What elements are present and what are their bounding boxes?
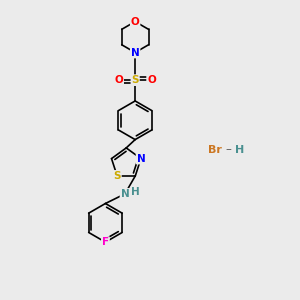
Text: O: O bbox=[147, 75, 156, 85]
Text: H: H bbox=[235, 145, 244, 155]
Text: O: O bbox=[114, 75, 123, 85]
Text: S: S bbox=[131, 75, 139, 85]
Text: N: N bbox=[121, 189, 129, 199]
Text: –: – bbox=[225, 143, 231, 157]
Text: Br: Br bbox=[208, 145, 222, 155]
Text: F: F bbox=[102, 237, 109, 247]
Text: O: O bbox=[131, 16, 140, 27]
Text: N: N bbox=[131, 47, 140, 58]
Text: N: N bbox=[136, 154, 145, 164]
Text: H: H bbox=[131, 188, 140, 197]
Text: S: S bbox=[113, 171, 121, 181]
